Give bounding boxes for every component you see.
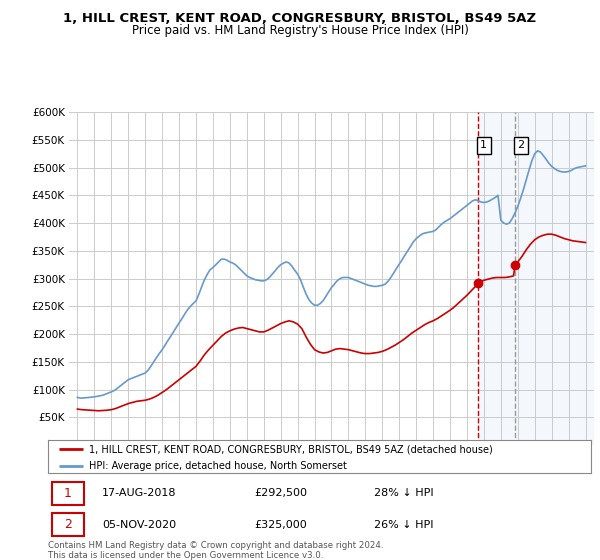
Text: 1, HILL CREST, KENT ROAD, CONGRESBURY, BRISTOL, BS49 5AZ: 1, HILL CREST, KENT ROAD, CONGRESBURY, B…	[64, 12, 536, 25]
Text: 05-NOV-2020: 05-NOV-2020	[103, 520, 176, 530]
FancyBboxPatch shape	[52, 482, 84, 505]
Text: 26% ↓ HPI: 26% ↓ HPI	[374, 520, 433, 530]
Text: 2: 2	[518, 141, 525, 150]
Text: 28% ↓ HPI: 28% ↓ HPI	[374, 488, 433, 498]
Text: Contains HM Land Registry data © Crown copyright and database right 2024.
This d: Contains HM Land Registry data © Crown c…	[48, 541, 383, 560]
Text: 1, HILL CREST, KENT ROAD, CONGRESBURY, BRISTOL, BS49 5AZ (detached house): 1, HILL CREST, KENT ROAD, CONGRESBURY, B…	[89, 444, 493, 454]
Text: 1: 1	[480, 141, 487, 150]
Text: Price paid vs. HM Land Registry's House Price Index (HPI): Price paid vs. HM Land Registry's House …	[131, 24, 469, 36]
Text: £325,000: £325,000	[254, 520, 307, 530]
Text: HPI: Average price, detached house, North Somerset: HPI: Average price, detached house, Nort…	[89, 461, 347, 471]
Text: 2: 2	[64, 518, 72, 531]
Bar	[478, 112, 594, 445]
Text: £292,500: £292,500	[254, 488, 307, 498]
Text: 1: 1	[64, 487, 72, 500]
Text: 17-AUG-2018: 17-AUG-2018	[103, 488, 177, 498]
FancyBboxPatch shape	[52, 514, 84, 536]
